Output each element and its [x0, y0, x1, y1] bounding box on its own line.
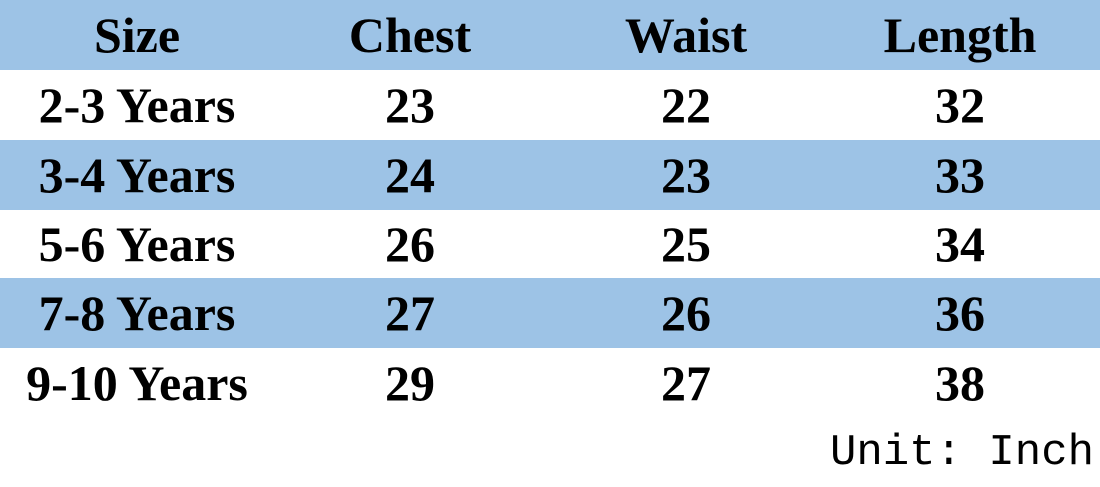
table-cell: 2-3 Years — [38, 77, 236, 133]
table-cell: 32 — [935, 77, 985, 133]
header-cell: Size — [93, 7, 181, 63]
table-cell: 26 — [661, 285, 711, 341]
header-cell: Chest — [348, 7, 472, 63]
unit-note: Unit: Inch — [829, 428, 1094, 478]
table-cell: 22 — [661, 77, 711, 133]
table-row: 2-3 Years 23 22 32 — [0, 70, 1100, 140]
table-cell: 27 — [661, 355, 711, 411]
table-cell: 5-6 Years — [38, 216, 236, 272]
table-cell: 34 — [935, 216, 985, 272]
table-row: 5-6 Years 26 25 34 — [0, 209, 1100, 279]
table-cell: 3-4 Years — [38, 147, 236, 203]
header-cell: Length — [883, 7, 1037, 63]
table-cell: 25 — [661, 216, 711, 272]
table-cell: 23 — [661, 147, 711, 203]
table-row: 7-8 Years 27 26 36 — [0, 278, 1100, 348]
table-cell: 26 — [385, 216, 435, 272]
table-cell: 23 — [385, 77, 435, 133]
table-cell: 38 — [935, 355, 985, 411]
table-cell: 27 — [385, 285, 435, 341]
table-cell: 33 — [935, 147, 985, 203]
table-cell: 29 — [385, 355, 435, 411]
header-row: Size Chest Waist Length — [0, 0, 1100, 70]
table-cell: 9-10 Years — [26, 355, 248, 411]
table-cell: 36 — [935, 285, 985, 341]
header-cell: Waist — [624, 7, 748, 63]
table-row: 9-10 Years 29 27 38 — [0, 348, 1100, 418]
table-cell: 24 — [385, 147, 435, 203]
table-cell: 7-8 Years — [38, 285, 236, 341]
table-row: 3-4 Years 24 23 33 — [0, 140, 1100, 210]
